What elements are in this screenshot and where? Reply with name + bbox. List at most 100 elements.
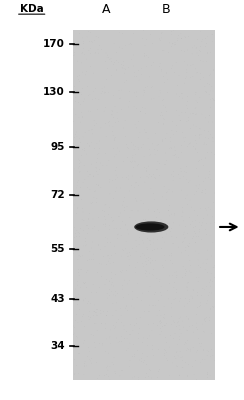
Point: [76, 370, 80, 376]
Point: [167, 255, 171, 262]
Point: [191, 286, 195, 293]
Point: [202, 255, 206, 262]
Point: [192, 191, 196, 197]
Point: [81, 85, 84, 92]
Point: [90, 226, 94, 233]
Point: [150, 179, 154, 185]
Point: [206, 371, 210, 377]
Point: [200, 354, 203, 360]
Point: [106, 259, 110, 265]
Point: [94, 177, 98, 184]
Point: [128, 244, 132, 250]
Point: [140, 119, 144, 126]
Point: [88, 50, 92, 57]
Point: [169, 176, 173, 182]
Point: [178, 162, 182, 168]
Point: [79, 140, 82, 146]
Point: [190, 275, 194, 281]
Point: [119, 44, 123, 50]
Point: [205, 342, 209, 348]
Point: [72, 250, 76, 256]
Point: [186, 34, 190, 40]
Point: [200, 314, 204, 320]
Point: [99, 271, 103, 277]
Point: [156, 67, 160, 74]
Point: [154, 303, 158, 309]
Point: [148, 284, 152, 291]
Point: [166, 121, 170, 127]
Point: [164, 59, 168, 66]
Point: [122, 207, 126, 214]
Point: [188, 272, 192, 279]
Point: [200, 340, 204, 347]
Point: [124, 273, 128, 280]
Point: [198, 157, 202, 164]
Point: [180, 296, 184, 302]
Point: [179, 373, 183, 380]
Point: [142, 252, 146, 258]
Point: [156, 118, 160, 124]
Point: [203, 329, 206, 335]
Point: [182, 80, 186, 86]
Point: [190, 377, 193, 383]
Point: [180, 250, 183, 256]
Point: [126, 345, 130, 351]
Point: [194, 137, 198, 144]
Point: [111, 168, 115, 174]
Point: [212, 58, 216, 65]
Point: [189, 82, 193, 88]
Point: [110, 152, 114, 159]
Point: [159, 284, 163, 290]
Point: [192, 200, 196, 207]
Point: [165, 108, 169, 115]
Point: [125, 175, 129, 181]
Point: [97, 167, 101, 173]
Point: [206, 374, 210, 381]
Point: [98, 372, 102, 378]
Point: [133, 151, 137, 158]
Point: [158, 257, 162, 264]
Point: [110, 313, 113, 320]
Point: [115, 235, 119, 241]
Point: [202, 268, 206, 275]
Point: [94, 168, 98, 175]
Point: [190, 350, 194, 356]
Point: [77, 232, 81, 238]
Point: [185, 84, 189, 90]
Point: [94, 306, 98, 313]
Point: [205, 120, 209, 126]
Point: [193, 230, 197, 237]
Point: [131, 277, 135, 284]
Point: [194, 90, 198, 96]
Point: [167, 280, 171, 287]
Point: [132, 52, 135, 58]
Point: [115, 132, 119, 138]
Point: [211, 264, 215, 271]
Point: [143, 169, 147, 175]
Point: [182, 188, 186, 195]
Point: [185, 193, 189, 200]
Point: [75, 351, 79, 357]
Point: [167, 220, 171, 226]
Point: [112, 354, 116, 361]
Point: [127, 271, 131, 277]
Point: [154, 301, 158, 308]
Point: [150, 242, 154, 248]
Point: [148, 95, 152, 101]
Point: [176, 357, 180, 364]
Point: [97, 146, 101, 152]
Point: [72, 119, 76, 125]
Point: [186, 316, 190, 322]
Point: [114, 50, 118, 56]
Point: [81, 113, 85, 120]
Point: [211, 88, 215, 94]
Point: [136, 328, 140, 334]
Point: [85, 352, 89, 358]
Point: [195, 42, 199, 48]
Point: [186, 366, 190, 373]
Point: [112, 365, 116, 372]
Point: [185, 292, 189, 298]
Point: [203, 190, 207, 197]
Point: [206, 193, 210, 199]
Point: [116, 87, 120, 94]
